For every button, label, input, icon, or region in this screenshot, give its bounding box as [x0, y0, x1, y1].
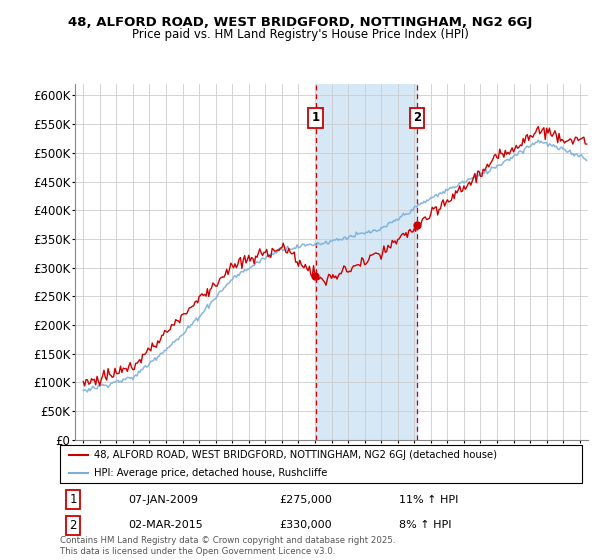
Text: 1: 1 — [311, 111, 320, 124]
Text: 1: 1 — [70, 493, 77, 506]
Text: 8% ↑ HPI: 8% ↑ HPI — [400, 520, 452, 530]
Text: £330,000: £330,000 — [279, 520, 332, 530]
Text: Price paid vs. HM Land Registry's House Price Index (HPI): Price paid vs. HM Land Registry's House … — [131, 28, 469, 41]
Text: 48, ALFORD ROAD, WEST BRIDGFORD, NOTTINGHAM, NG2 6GJ (detached house): 48, ALFORD ROAD, WEST BRIDGFORD, NOTTING… — [94, 450, 497, 460]
Bar — [316, 84, 417, 440]
Text: 02-MAR-2015: 02-MAR-2015 — [128, 520, 203, 530]
Text: 2: 2 — [70, 519, 77, 532]
Text: 2: 2 — [413, 111, 421, 124]
Text: HPI: Average price, detached house, Rushcliffe: HPI: Average price, detached house, Rush… — [94, 468, 328, 478]
Text: Contains HM Land Registry data © Crown copyright and database right 2025.
This d: Contains HM Land Registry data © Crown c… — [60, 536, 395, 556]
Text: 07-JAN-2009: 07-JAN-2009 — [128, 494, 198, 505]
Text: 11% ↑ HPI: 11% ↑ HPI — [400, 494, 458, 505]
Text: £275,000: £275,000 — [279, 494, 332, 505]
Text: 48, ALFORD ROAD, WEST BRIDGFORD, NOTTINGHAM, NG2 6GJ: 48, ALFORD ROAD, WEST BRIDGFORD, NOTTING… — [68, 16, 532, 29]
